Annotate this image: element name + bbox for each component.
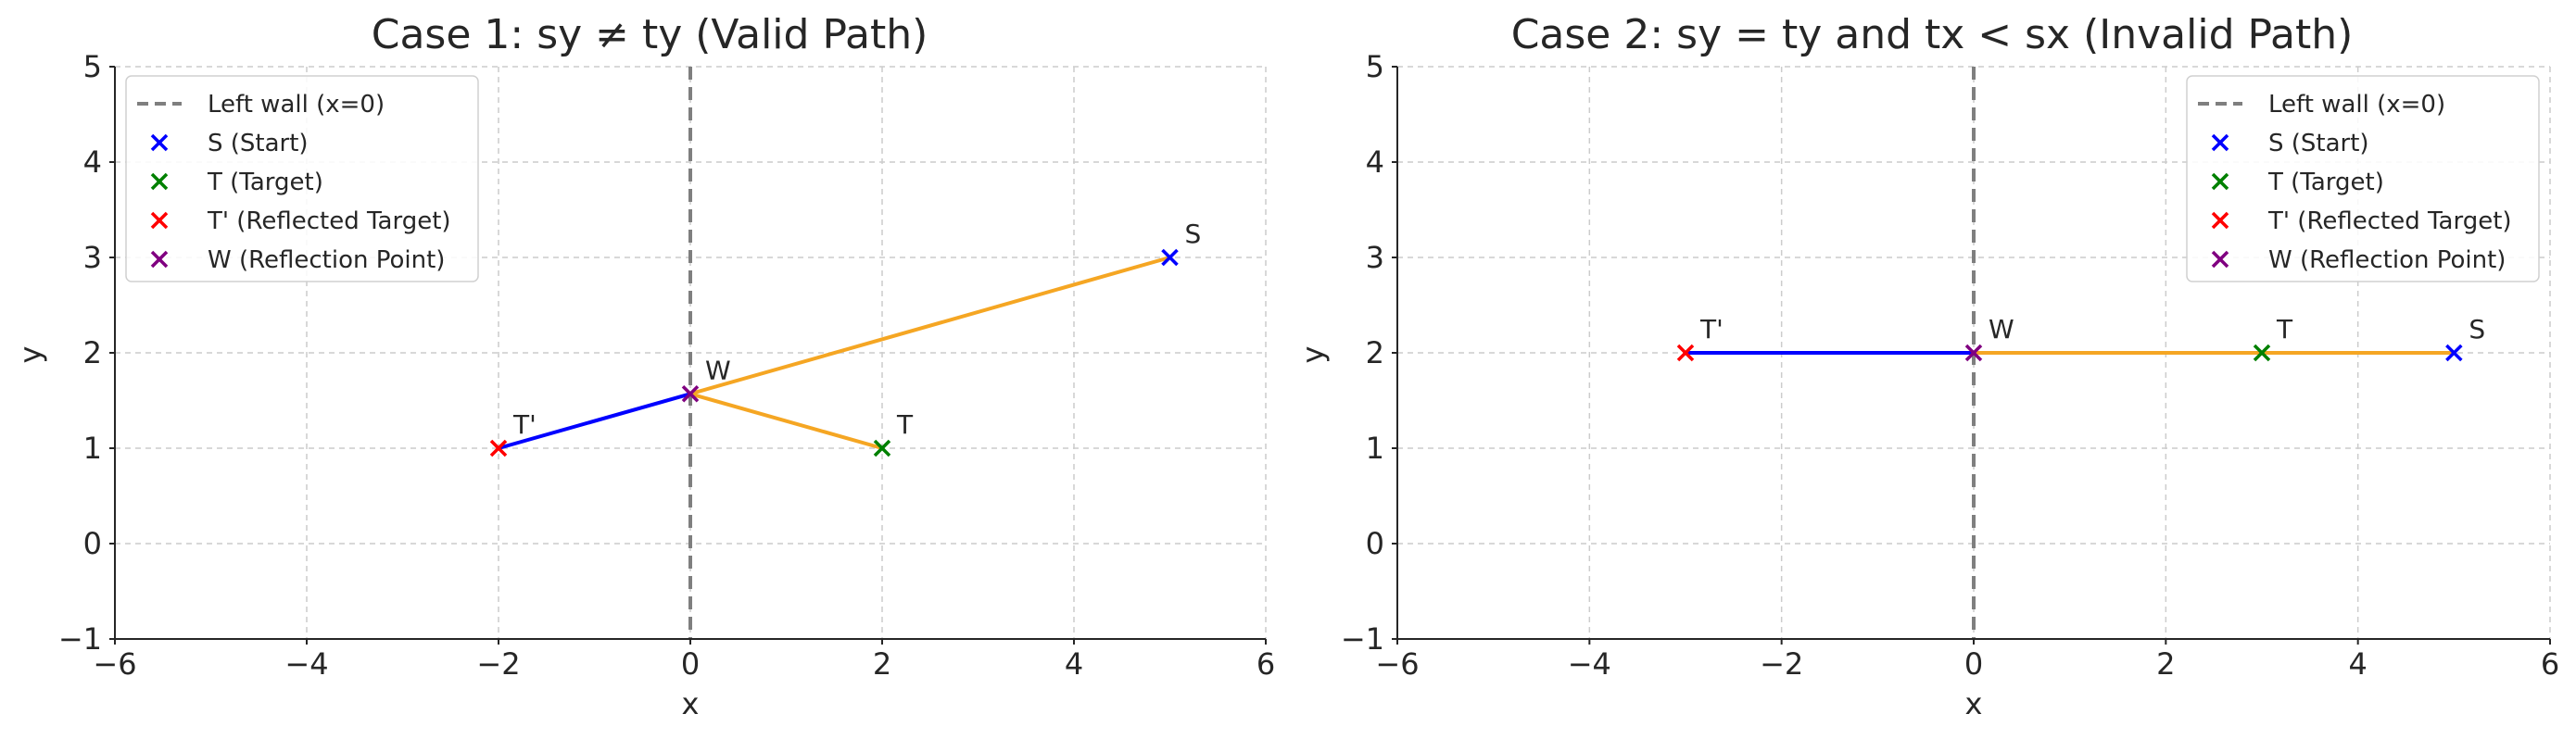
legend-marker-swatch	[2211, 172, 2229, 191]
point-marker	[873, 439, 891, 457]
y-tick-label: 5	[83, 49, 102, 84]
tick-labels: −6 −4 −2 0 2 4 6 −1 0 1 2 3 4 5	[58, 49, 1275, 682]
legend-marker-swatch	[150, 172, 169, 191]
point-label: W	[1989, 314, 2014, 344]
x-tick-label: −6	[1375, 646, 1419, 682]
y-axis-label: y	[13, 346, 48, 364]
segment-layer	[498, 256, 1171, 450]
y-tick-label: 0	[1366, 526, 1384, 561]
path-segment	[689, 392, 883, 450]
marker-stroke	[150, 133, 169, 152]
x-tick-label: 4	[1065, 646, 1083, 682]
chart-case-2: Case 2: sy = ty and tx < sx (Invalid Pat…	[1295, 11, 2559, 721]
y-tick-label: 2	[1366, 335, 1384, 370]
marker-stroke	[1161, 248, 1179, 267]
chart-case-1: Case 1: sy ≠ ty (Valid Path) x y S T T' W −…	[13, 11, 1275, 721]
y-tick-label: 4	[83, 144, 102, 180]
marker-stroke	[2445, 344, 2463, 362]
y-axis-label: y	[1295, 346, 1331, 364]
point-label: W	[705, 355, 731, 385]
marker-stroke	[2253, 344, 2271, 362]
marker-stroke	[2211, 133, 2229, 152]
marker-stroke	[150, 211, 169, 230]
y-tick-label: 1	[83, 431, 102, 466]
marker-stroke	[2211, 250, 2229, 269]
legend-label: T (Target)	[2267, 169, 2384, 196]
y-tick-label: 5	[1366, 49, 1384, 84]
legend-marker-swatch	[2211, 250, 2229, 269]
point-marker	[681, 385, 700, 403]
legend: Left wall (x=0) S (Start) T (Target) T' (Re…	[125, 75, 479, 282]
legend: Left wall (x=0) S (Start) T (Target) T' (Re…	[2186, 75, 2540, 282]
x-axis-label: x	[1965, 686, 1983, 721]
marker-stroke	[150, 172, 169, 191]
point-label: T	[2276, 314, 2293, 344]
legend-label: S (Start)	[208, 130, 309, 157]
x-tick-label: 6	[2541, 646, 2559, 682]
x-tick-label: 0	[681, 646, 700, 682]
marker-stroke	[1964, 344, 1983, 362]
point-marker	[1676, 344, 1695, 362]
legend-label: S (Start)	[2268, 130, 2369, 157]
legend-marker-swatch	[2211, 211, 2229, 230]
marker-stroke	[2211, 172, 2229, 191]
legend-marker-swatch	[150, 211, 169, 230]
legend-box	[2186, 75, 2540, 282]
y-tick-label: 2	[83, 335, 102, 370]
legend-label: Left wall (x=0)	[208, 91, 385, 119]
point-label: S	[1185, 219, 1202, 249]
legend-label: T (Target)	[207, 169, 323, 196]
marker-layer: S T T' W	[1676, 314, 2485, 362]
path-segment	[689, 256, 1171, 396]
marker-stroke	[2211, 211, 2229, 230]
legend-marker-swatch	[150, 250, 169, 269]
x-tick-label: 4	[2348, 646, 2367, 682]
y-tick-label: 4	[1366, 144, 1384, 180]
x-tick-label: 2	[2156, 646, 2175, 682]
x-tick-label: −4	[284, 646, 328, 682]
x-tick-label: 6	[1256, 646, 1275, 682]
legend-label: T' (Reflected Target)	[207, 207, 451, 235]
chart-title: Case 2: sy = ty and tx < sx (Invalid Pat…	[1511, 11, 2354, 58]
y-tick-label: 3	[1366, 240, 1384, 275]
chart-title: Case 1: sy ≠ ty (Valid Path)	[372, 11, 928, 58]
y-tick-label: −1	[1341, 621, 1384, 657]
marker-layer: S T T' W	[489, 219, 1202, 457]
legend-box	[125, 75, 479, 282]
point-marker	[2253, 344, 2271, 362]
point-marker	[489, 439, 508, 457]
marker-stroke	[681, 385, 700, 403]
y-tick-label: 3	[83, 240, 102, 275]
point-label: T'	[1699, 314, 1724, 344]
point-label: T'	[512, 409, 537, 440]
legend-label: W (Reflection Point)	[2268, 246, 2506, 274]
point-label: T	[896, 409, 914, 440]
marker-stroke	[873, 439, 891, 457]
x-tick-label: −2	[476, 646, 520, 682]
marker-stroke	[489, 439, 508, 457]
legend-label: T' (Reflected Target)	[2267, 207, 2512, 235]
x-axis-label: x	[682, 686, 700, 721]
x-tick-label: 0	[1964, 646, 1983, 682]
y-tick-label: −1	[58, 621, 102, 657]
y-tick-label: 1	[1366, 431, 1384, 466]
point-marker	[1964, 344, 1983, 362]
point-marker	[1161, 248, 1179, 267]
legend-marker-swatch	[2211, 133, 2229, 152]
legend-label: Left wall (x=0)	[2268, 91, 2445, 119]
y-tick-label: 0	[83, 526, 102, 561]
x-tick-label: −2	[1760, 646, 1803, 682]
point-marker	[2445, 344, 2463, 362]
legend-label: W (Reflection Point)	[208, 246, 445, 274]
tick-labels: −6 −4 −2 0 2 4 6 −1 0 1 2 3 4 5	[1341, 49, 2559, 682]
path-segment	[498, 392, 691, 450]
x-tick-label: −6	[93, 646, 136, 682]
x-tick-label: −4	[1568, 646, 1611, 682]
marker-stroke	[150, 250, 169, 269]
x-tick-label: 2	[873, 646, 891, 682]
point-label: S	[2469, 314, 2485, 344]
marker-stroke	[1676, 344, 1695, 362]
legend-marker-swatch	[150, 133, 169, 152]
